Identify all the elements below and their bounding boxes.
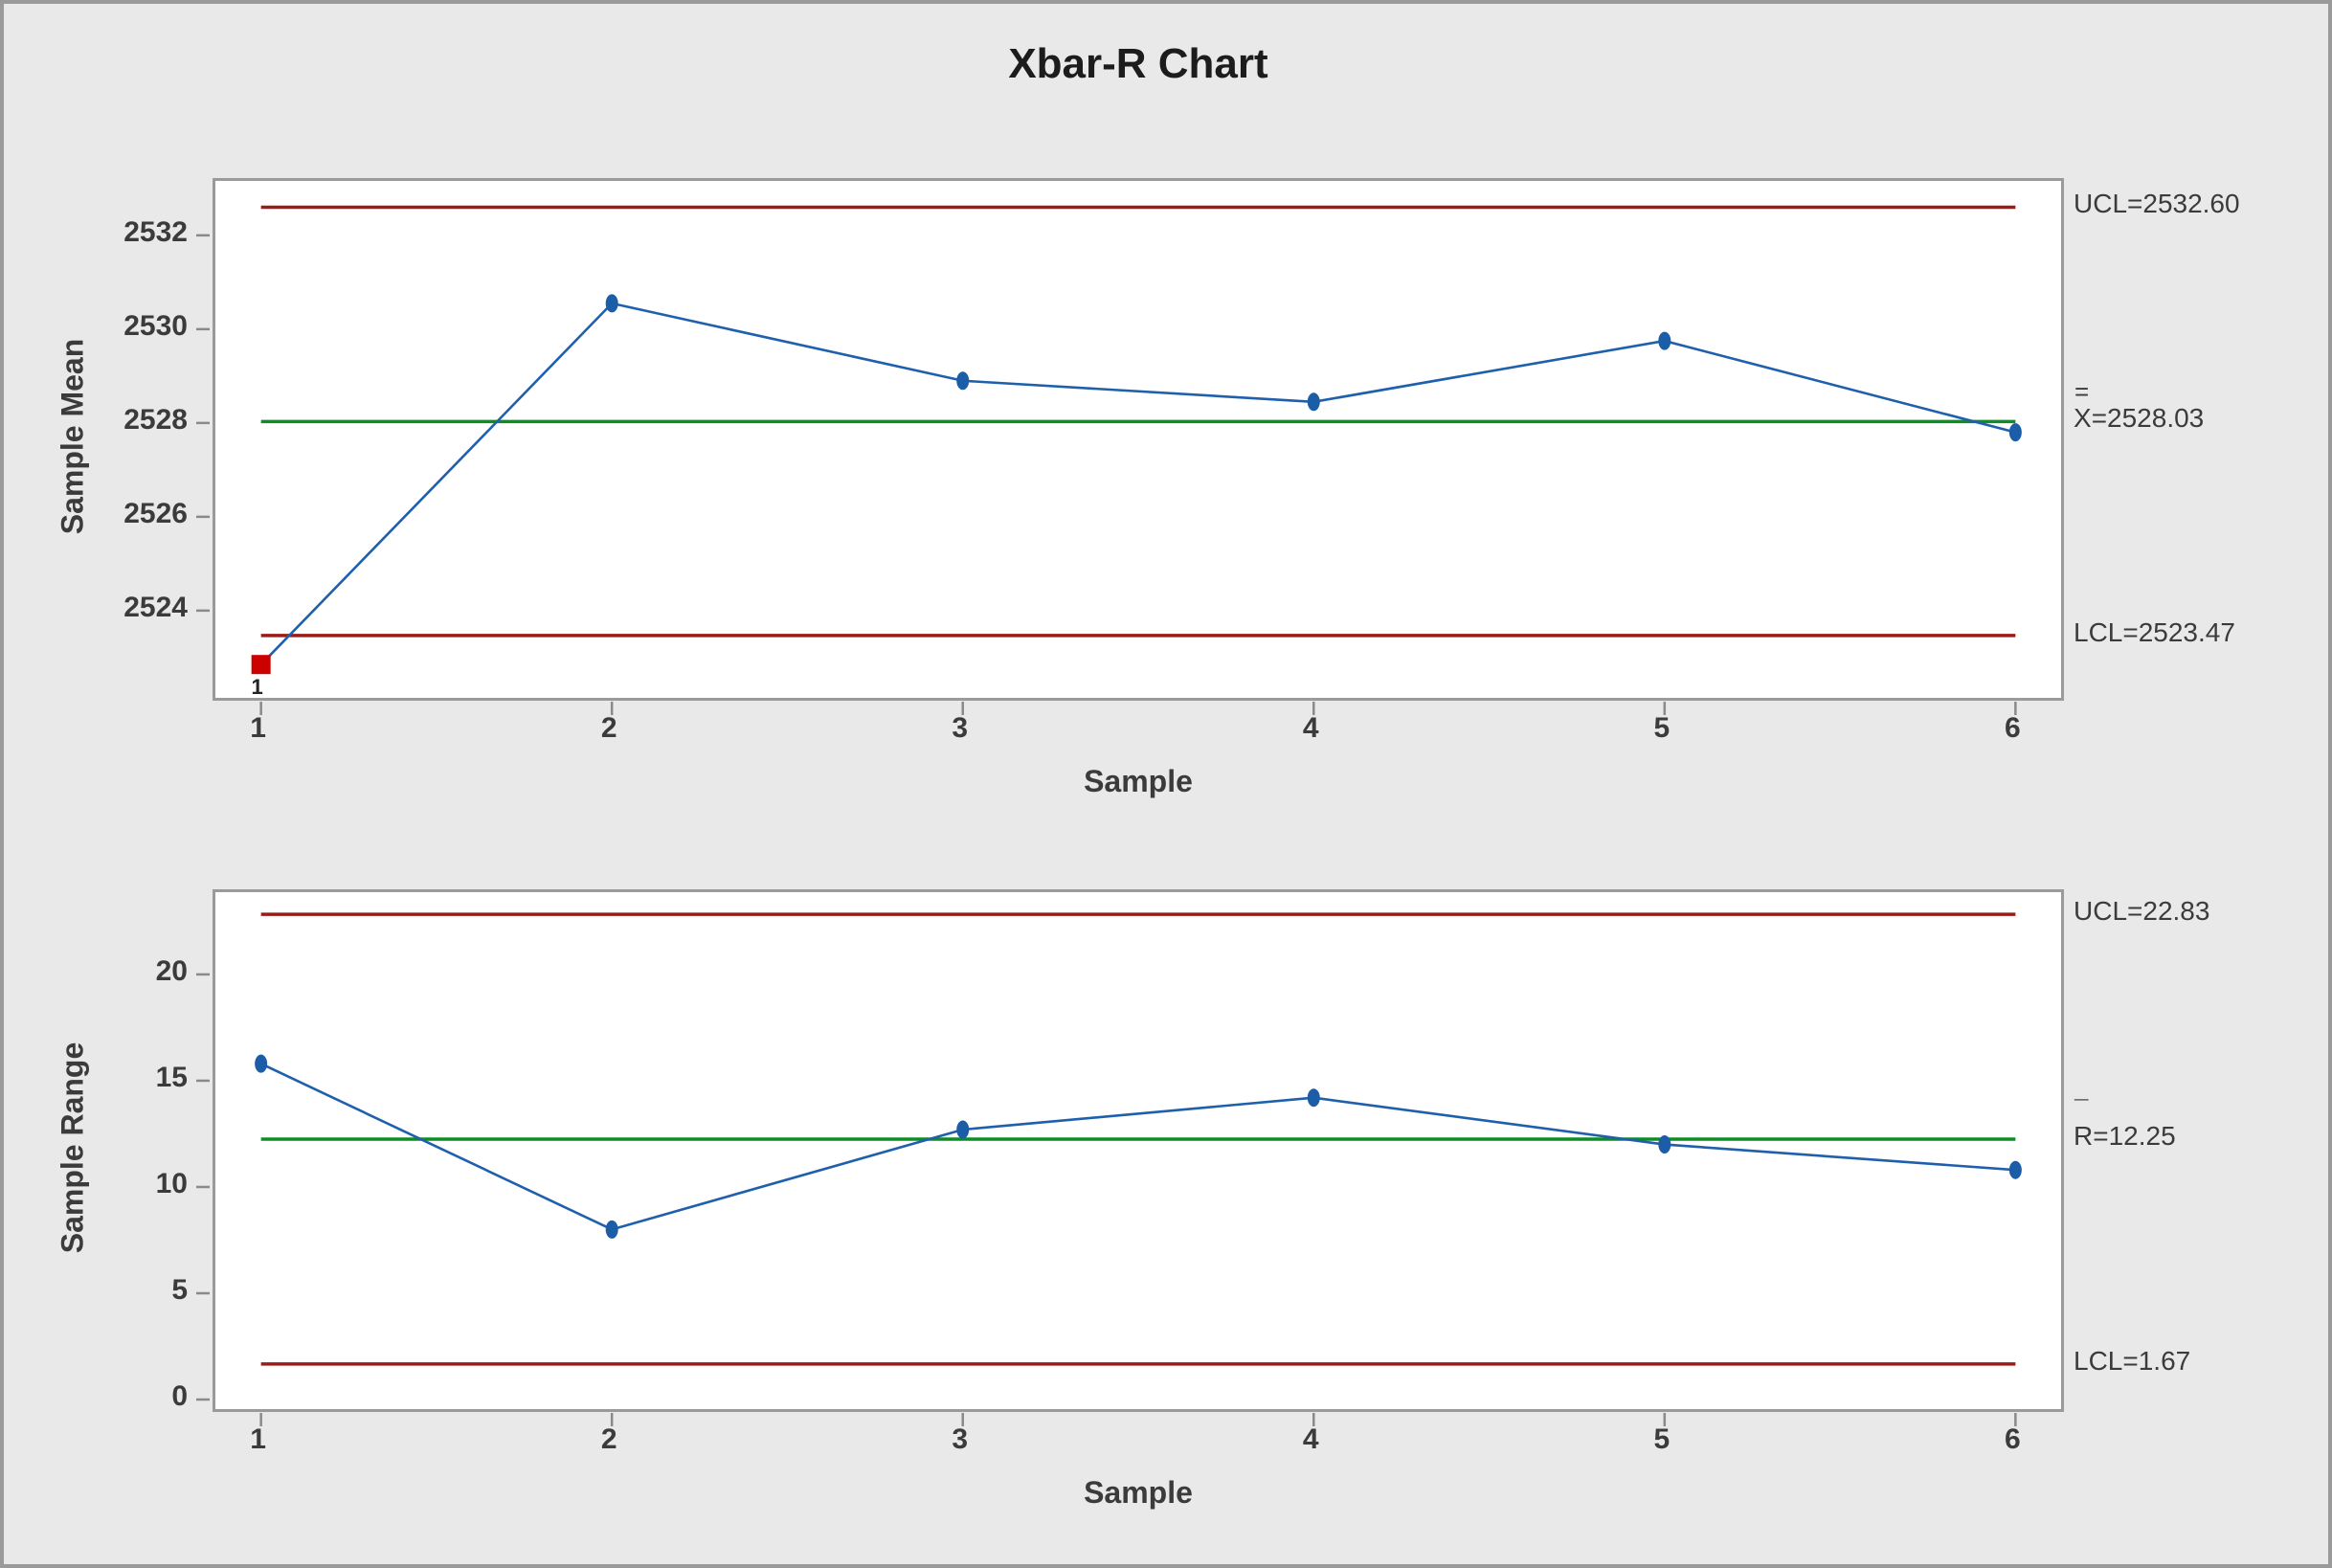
y-tick-label: 20 [155,954,188,987]
y-tick-label: 2530 [123,309,188,342]
xbar-x-axis-title: Sample [1084,764,1193,798]
xbar-center-line-label: = X=2528.03 [2074,377,2205,435]
xbar-plot-svg: 1 [196,205,2022,715]
x-tick-label: 1 [250,712,266,744]
r-center-text: R=12.25 [2074,1121,2176,1151]
x-tick-label: 5 [1653,1423,1671,1455]
xbar-lcl-label: LCL=2523.47 [2074,616,2235,647]
data-point-marker [956,371,970,391]
y-tick-label: 2526 [123,497,188,529]
series-line [259,302,2016,666]
r-center-line-label: ¯ R=12.25 [2074,1095,2176,1153]
r-ucl-label: UCL=22.83 [2074,896,2210,927]
out-of-control-marker [251,655,271,675]
x-tick-label: 3 [952,712,969,744]
data-point-marker [2008,1160,2022,1179]
r-lcl-label: LCL=1.67 [2074,1345,2191,1376]
r-plot-panel [196,889,2064,1426]
data-point-marker [956,1120,970,1139]
y-tick-label: 10 [155,1167,188,1199]
r-center-overbar: ¯ [2074,1095,2089,1124]
chart-title: Xbar-R Chart [1008,40,1268,87]
x-tick-label: 5 [1653,712,1671,744]
data-point-marker [2008,423,2022,442]
x-tick-label: 2 [600,1423,617,1455]
y-tick-label: 0 [171,1380,188,1412]
data-point-marker [605,294,618,313]
y-tick-label: 2528 [123,403,188,436]
data-point-marker [1658,1135,1671,1154]
x-tick-label: 4 [1302,712,1319,744]
data-point-marker [1307,392,1320,412]
x-tick-label: 6 [2005,712,2021,744]
data-point-marker [1307,1088,1320,1108]
out-of-control-test-label: 1 [252,675,263,699]
xbar-center-overbar: = [2074,377,2090,407]
data-point-marker [1658,331,1671,350]
data-point-marker [255,1054,268,1073]
r-x-axis-title: Sample [1084,1475,1193,1510]
y-tick-label: 2524 [123,591,188,623]
y-tick-label: 15 [155,1061,188,1093]
y-tick-label: 2532 [123,215,188,248]
r-plot-svg [196,912,2022,1426]
x-tick-label: 6 [2005,1423,2021,1455]
xbar-center-text: X=2528.03 [2074,403,2205,434]
x-tick-label: 3 [952,1423,969,1455]
x-tick-label: 1 [250,1423,266,1455]
xbar-plot-panel: 1 [196,178,2064,715]
y-tick-label: 5 [171,1273,188,1306]
series-line [260,1063,2016,1231]
x-tick-label: 2 [600,712,617,744]
xbar-ucl-label: UCL=2532.60 [2074,189,2240,219]
x-tick-label: 4 [1302,1423,1319,1455]
data-point-marker [605,1220,618,1239]
